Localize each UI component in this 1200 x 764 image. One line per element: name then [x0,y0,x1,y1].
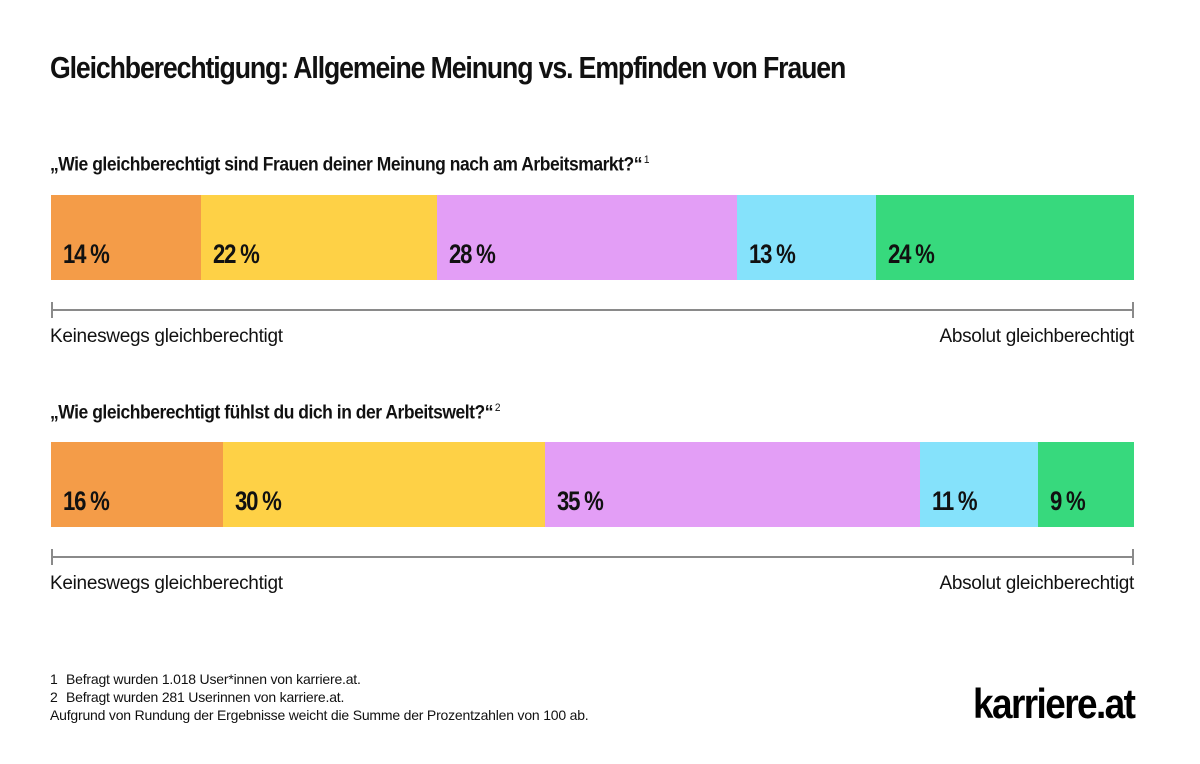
bar-segment-5: 24 % [876,195,1134,280]
bar-segment-2: 30 % [223,442,545,527]
axis-tick-start [51,302,53,318]
question-2-footnote-ref: 2 [494,402,501,414]
stacked-bar-1: 14 % 22 % 28 % 13 % 24 % [51,195,1134,280]
bar-segment-value-label: 9 % [1050,486,1086,516]
bar-segment-value-label: 35 % [557,486,604,516]
bar-segment-value-label: 13 % [749,239,796,269]
bar-segment-value-label: 28 % [449,239,496,269]
axis-max-label-2: Absolut gleichberechtigt [939,573,1134,594]
axis-line [51,309,1134,311]
scale-axis-2 [51,549,1134,565]
question-1-footnote-ref: 1 [643,154,650,166]
bar-segment-3: 28 % [437,195,737,280]
question-1-text: „Wie gleichberechtigt sind Frauen deiner… [50,154,643,176]
bar-segment-value-label: 22 % [213,239,260,269]
bar-segment-value-label: 30 % [235,486,282,516]
karriere-logo: karriere.at [972,680,1136,727]
chart-title: Gleichberechtigung: Allgemeine Meinung v… [50,50,846,85]
stacked-bar-2: 16 % 30 % 35 % 11 % 9 % [51,442,1134,527]
bar-segment-value-label: 16 % [63,486,110,516]
question-2: „Wie gleichberechtigt fühlst du dich in … [50,402,500,424]
bar-segment-4: 11 % [920,442,1038,527]
bar-segment-value-label: 24 % [888,239,935,269]
bar-segment-1: 16 % [51,442,223,527]
question-1: „Wie gleichberechtigt sind Frauen deiner… [50,154,649,176]
bar-segment-value-label: 11 % [932,486,978,516]
axis-line [51,556,1134,558]
axis-min-label-1: Keineswegs gleichberechtigt [50,326,283,347]
bar-segment-4: 13 % [737,195,876,280]
rounding-note: Aufgrund von Rundung der Ergebnisse weic… [50,707,589,723]
bar-segment-3: 35 % [545,442,920,527]
axis-max-label-1: Absolut gleichberechtigt [939,326,1134,347]
footnote-2-number: 2 [50,689,58,705]
axis-tick-start [51,549,53,565]
bar-segment-value-label: 14 % [63,239,110,269]
footnote-1-text: Befragt wurden 1.018 User*innen von karr… [66,671,361,687]
footnote-2-text: Befragt wurden 281 Userinnen von karrier… [66,689,345,705]
axis-tick-end [1132,549,1134,565]
bar-segment-1: 14 % [51,195,201,280]
axis-tick-end [1132,302,1134,318]
footnote-1-number: 1 [50,671,58,687]
bar-segment-5: 9 % [1038,442,1134,527]
bar-segment-2: 22 % [201,195,437,280]
axis-min-label-2: Keineswegs gleichberechtigt [50,573,283,594]
scale-axis-1 [51,302,1134,318]
footnote-2: 2 Befragt wurden 281 Userinnen von karrie… [50,689,344,705]
question-2-text: „Wie gleichberechtigt fühlst du dich in … [50,402,494,424]
footnote-1: 1 Befragt wurden 1.018 User*innen von kar… [50,671,361,687]
